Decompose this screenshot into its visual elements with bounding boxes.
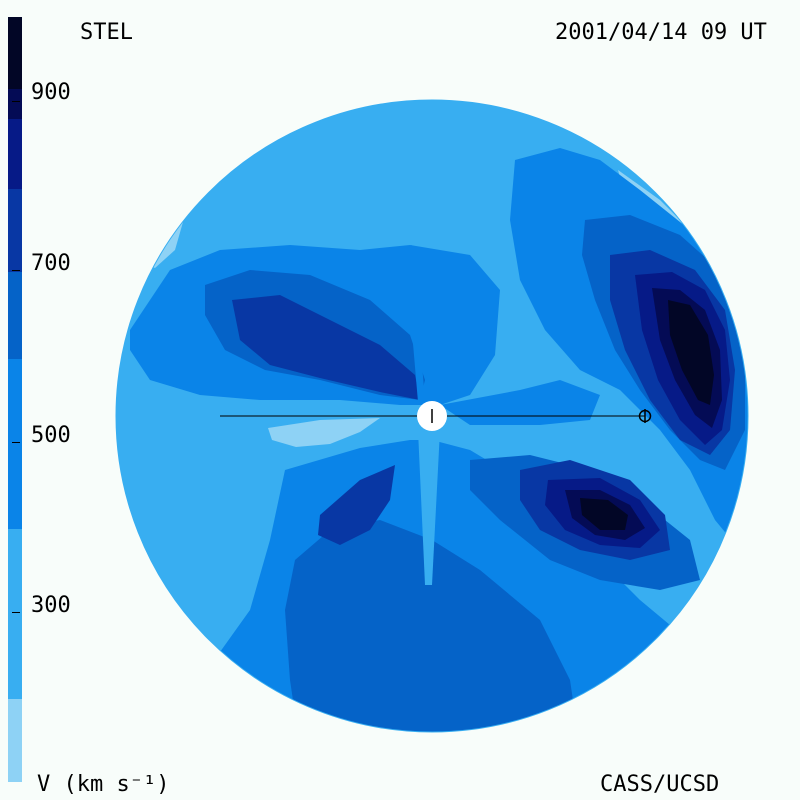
- contour-spike-south: [418, 430, 440, 585]
- velocity-colorbar: [8, 17, 22, 782]
- colorbar-tick-label-500: 500: [31, 423, 71, 448]
- colorbar-tick-500: [12, 442, 20, 443]
- contour-higher-southwest: [318, 465, 395, 545]
- timestamp-label: 2001/04/14 09 UT: [555, 20, 767, 45]
- colorbar-tick-label-700: 700: [31, 251, 71, 276]
- colorbar-band-300-400: [8, 529, 22, 699]
- credit-label: CASS/UCSD: [600, 772, 720, 797]
- colorbar-band-400-500: [8, 359, 22, 529]
- observatory-label: STEL: [80, 20, 133, 45]
- contour-low-center: [268, 418, 380, 447]
- heliosphere-boundary: [115, 99, 749, 733]
- contour-core-southeast: [580, 498, 628, 530]
- contour-mid-east-strip: [440, 380, 600, 425]
- contour-higher-northwest: [232, 295, 420, 400]
- colorbar-tick-label-900: 900: [31, 80, 71, 105]
- colorbar-tick-700: [12, 270, 20, 271]
- colorbar-tick-900: [12, 101, 20, 102]
- colorbar-unit-label: V (km s⁻¹): [37, 772, 170, 797]
- colorbar-tick-label-300: 300: [31, 593, 71, 618]
- colorbar-tick-300: [12, 612, 20, 613]
- contour-core-east: [668, 300, 714, 405]
- colorbar-band-700-800: [8, 119, 22, 189]
- colorbar-band-800-900: [8, 89, 22, 119]
- colorbar-band-200-300: [8, 699, 22, 782]
- contour-high-south: [285, 520, 580, 732]
- colorbar-band-500-600: [8, 272, 22, 359]
- colorbar-band-600-700: [8, 189, 22, 272]
- colorbar-band-900-1000: [8, 17, 22, 89]
- contour-spike-north: [405, 245, 425, 402]
